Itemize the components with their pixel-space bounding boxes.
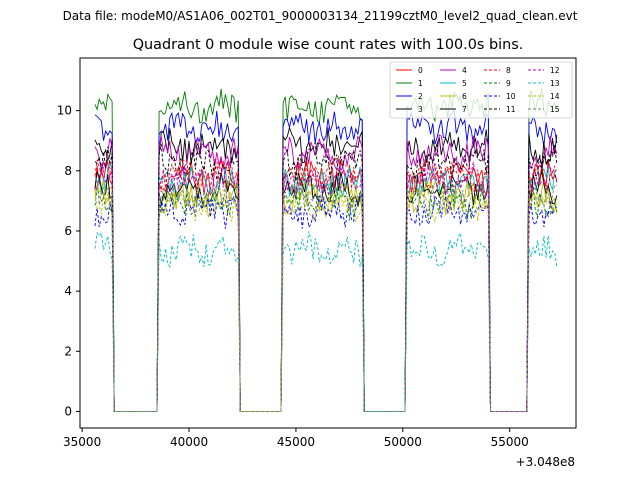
series-line-8 [94,155,558,412]
legend-label-5: 5 [462,79,467,88]
legend-label-13: 13 [550,79,560,88]
x-tick-label: 40000 [170,435,208,449]
legend-label-1: 1 [418,79,423,88]
legend-label-10: 10 [506,92,516,101]
x-offset-label: +3.048e8 [516,455,575,469]
chart-title: Quadrant 0 module wise count rates with … [133,37,524,53]
plot-frame [79,57,577,429]
y-tick-label: 2 [64,344,72,358]
legend-label-11: 11 [506,105,516,114]
x-tick-label: 55000 [491,435,529,449]
legend-label-3: 3 [418,105,423,114]
legend-label-9: 9 [506,79,511,88]
series-line-13 [94,231,558,412]
series-line-2 [94,109,558,412]
series-line-10 [94,193,558,412]
legend-label-15: 15 [550,105,560,114]
legend-label-12: 12 [550,66,560,75]
legend-label-7: 7 [462,105,467,114]
y-tick-label: 4 [64,284,72,298]
legend-box [389,61,573,119]
series-line-7 [94,170,558,412]
legend-label-8: 8 [506,66,511,75]
x-tick-label: 50000 [384,435,422,449]
legend-label-2: 2 [418,92,423,101]
x-tick-label: 35000 [63,435,101,449]
series-line-9 [94,182,558,412]
data-file-label: Data file: modeM0/AS1A06_002T01_90000031… [63,9,578,23]
legend-label-6: 6 [462,92,467,101]
y-tick-label: 10 [57,104,72,118]
series-line-12 [94,160,558,412]
x-axis: 35000 40000 45000 50000 55000 [63,428,529,449]
plot-area [79,57,577,429]
legend-label-0: 0 [418,66,423,75]
series-group [94,87,558,412]
y-tick-label: 6 [64,224,72,238]
y-axis: 0 2 4 6 8 10 [57,104,80,418]
y-tick-label: 8 [64,164,72,178]
series-line-15 [94,174,557,412]
y-tick-label: 0 [64,404,72,418]
legend-label-4: 4 [462,66,467,75]
series-line-14 [94,185,558,412]
legend-label-14: 14 [550,92,560,101]
series-line-11 [94,142,558,412]
x-tick-label: 45000 [277,435,315,449]
